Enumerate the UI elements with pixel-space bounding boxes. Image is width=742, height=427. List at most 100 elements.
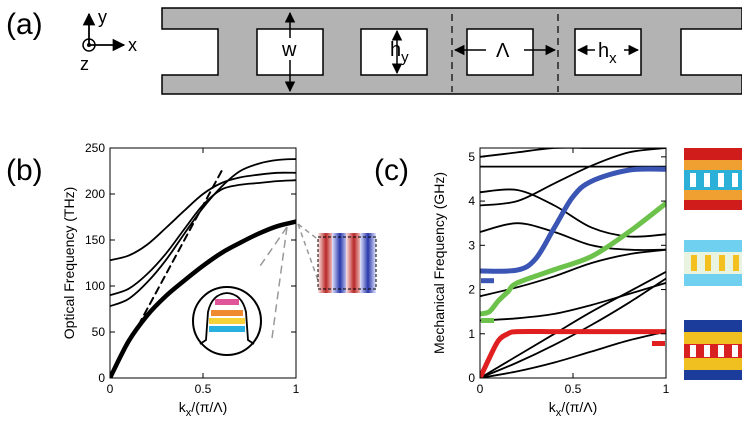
optical-band-line-4 bbox=[110, 171, 296, 262]
optical-band-line-3 bbox=[110, 179, 296, 297]
hy-label: hy bbox=[390, 39, 409, 66]
optical-ytick-label-5: 250 bbox=[85, 141, 105, 155]
mode-red-band-2 bbox=[684, 344, 742, 358]
panel-c-label: (c) bbox=[374, 154, 409, 187]
optical-band-line-2 bbox=[110, 158, 296, 308]
mechanical-band-chart: 0 1 2 3 4 5 0 0.5 1 kx/(π/Λ) Mechanical Frequency … bbox=[431, 147, 670, 419]
panel-c: (c) 0 1 2 3 4 5 0 0.5 1 kx/(π/Λ) Mechanical Freque… bbox=[374, 147, 742, 419]
optical-ytick-label-1: 50 bbox=[92, 325, 106, 339]
w-label: w bbox=[281, 39, 297, 61]
mechanical-xtick-label-1: 0.5 bbox=[565, 382, 582, 396]
mode-blue-band-2 bbox=[684, 170, 742, 190]
mode-red-hole-3 bbox=[718, 345, 724, 357]
optical-xlabel: kx/(π/Λ) bbox=[179, 399, 228, 419]
inset-band-cyan bbox=[209, 326, 245, 332]
mode-profile-inset bbox=[192, 223, 321, 356]
mode-red-band-3 bbox=[684, 358, 742, 370]
mode-blue-hole-1 bbox=[690, 173, 696, 187]
mechanical-ytick-label-1: 1 bbox=[468, 327, 475, 341]
mode-blue-band-1 bbox=[684, 160, 742, 170]
mechanical-band-line-3 bbox=[480, 148, 666, 207]
mechanical-band-line-7 bbox=[480, 330, 666, 378]
optical-plot-area bbox=[110, 158, 296, 378]
mode-blue-hole-3 bbox=[718, 173, 724, 187]
mode-red-hole-2 bbox=[704, 345, 710, 357]
mechanical-ytick-label-5: 5 bbox=[468, 150, 475, 164]
z-axis-label: z bbox=[80, 54, 89, 74]
mechanical-plot-area bbox=[480, 148, 666, 378]
mode-lobe-1 bbox=[318, 233, 334, 293]
mechanical-band-line-2 bbox=[480, 222, 666, 251]
mechanical-mode-blue bbox=[684, 148, 742, 210]
y-axis-label: y bbox=[98, 7, 107, 27]
panel-b-label: (b) bbox=[6, 154, 43, 187]
mechanical-band-line-9 bbox=[480, 148, 666, 158]
coordinate-axes: y x z bbox=[80, 7, 137, 74]
optical-xtick-label-2: 1 bbox=[293, 382, 300, 396]
waveguide bbox=[161, 7, 742, 95]
mode-green-spot-4 bbox=[733, 255, 739, 271]
hx-label: hx bbox=[598, 40, 617, 67]
optical-ylabel: Optical Frequency (THz) bbox=[61, 187, 77, 339]
mode-callout-upper bbox=[297, 223, 321, 242]
mechanical-ylabel: Mechanical Frequency (GHz) bbox=[431, 172, 447, 354]
mechanical-xlabel: kx/(π/Λ) bbox=[549, 399, 598, 419]
mechanical-highlight-band-11 bbox=[480, 200, 666, 317]
mode-lobe-4 bbox=[360, 233, 376, 293]
inset-band-yellow bbox=[209, 318, 245, 324]
mechanical-mode-images bbox=[684, 148, 742, 380]
mode-green-band bbox=[684, 252, 742, 274]
dimensions: w hy Λ hx bbox=[280, 11, 640, 93]
panel-a-label: (a) bbox=[6, 8, 43, 41]
z-axis-symbol bbox=[82, 38, 96, 52]
optical-band-chart: 0 50 100 150 200 250 0 0.5 1 kx/(π/Λ) Optical Freq… bbox=[61, 141, 300, 419]
mode-lobe-2 bbox=[332, 233, 348, 293]
x-axis-label: x bbox=[128, 35, 137, 55]
optical-mode-image bbox=[317, 233, 377, 293]
panel-b: (b) 0 50 100 150 200 250 0 0.5 1 kx/(π/Λ) Optical … bbox=[6, 141, 377, 419]
optical-xtick-label-0: 0 bbox=[107, 382, 114, 396]
mechanical-band-line-1 bbox=[480, 188, 666, 238]
mechanical-highlight-band-12 bbox=[480, 328, 666, 378]
mechanical-ytick-label-2: 2 bbox=[468, 283, 475, 297]
mechanical-mode-green bbox=[684, 240, 742, 286]
mode-blue-hole-4 bbox=[732, 173, 738, 187]
mode-blue-hole-2 bbox=[704, 173, 710, 187]
optical-ytick-label-2: 100 bbox=[85, 279, 105, 293]
hole-3 bbox=[466, 28, 534, 76]
mechanical-xtick-label-2: 1 bbox=[663, 382, 670, 396]
mode-red-hole-4 bbox=[732, 345, 738, 357]
mechanical-band-line-6 bbox=[480, 277, 666, 378]
inset-callout-upper bbox=[257, 226, 288, 270]
mode-blue-band-3 bbox=[684, 190, 742, 200]
optical-xtick-label-1: 0.5 bbox=[195, 382, 212, 396]
mechanical-ytick-label-0: 0 bbox=[468, 371, 475, 385]
w-label-bg bbox=[280, 38, 300, 60]
inset-waveguide-profile bbox=[199, 292, 255, 345]
lambda-label: Λ bbox=[496, 40, 510, 62]
mode-red-hole-1 bbox=[690, 345, 696, 357]
mechanical-mode-red bbox=[684, 320, 742, 380]
mechanical-band-line-8 bbox=[480, 282, 666, 322]
mechanical-xtick-label-0: 0 bbox=[477, 382, 484, 396]
hole-5 bbox=[680, 28, 742, 76]
optical-guided-mode-line bbox=[110, 219, 296, 378]
mode-callout-lower bbox=[297, 223, 321, 287]
optical-ytick-label-3: 150 bbox=[85, 233, 105, 247]
mechanical-band-line-5 bbox=[480, 270, 666, 378]
inset-callout-lower bbox=[271, 226, 288, 339]
inset-band-orange bbox=[211, 310, 243, 316]
mode-red-band-1 bbox=[684, 332, 742, 344]
mode-lobe-3 bbox=[346, 233, 362, 293]
mode-green-spot-3 bbox=[719, 255, 725, 271]
mechanical-ytick-label-4: 4 bbox=[468, 194, 475, 208]
z-axis-dot bbox=[87, 43, 91, 47]
panel-a: (a) y x z w hy bbox=[6, 7, 742, 95]
mode-green-spot-2 bbox=[705, 255, 711, 271]
mechanical-band-line-4 bbox=[480, 248, 666, 298]
inset-band-magenta bbox=[215, 299, 239, 305]
mechanical-ytick-label-3: 3 bbox=[468, 238, 475, 252]
optical-ytick-label-0: 0 bbox=[98, 371, 105, 385]
optical-ytick-label-4: 200 bbox=[85, 187, 105, 201]
